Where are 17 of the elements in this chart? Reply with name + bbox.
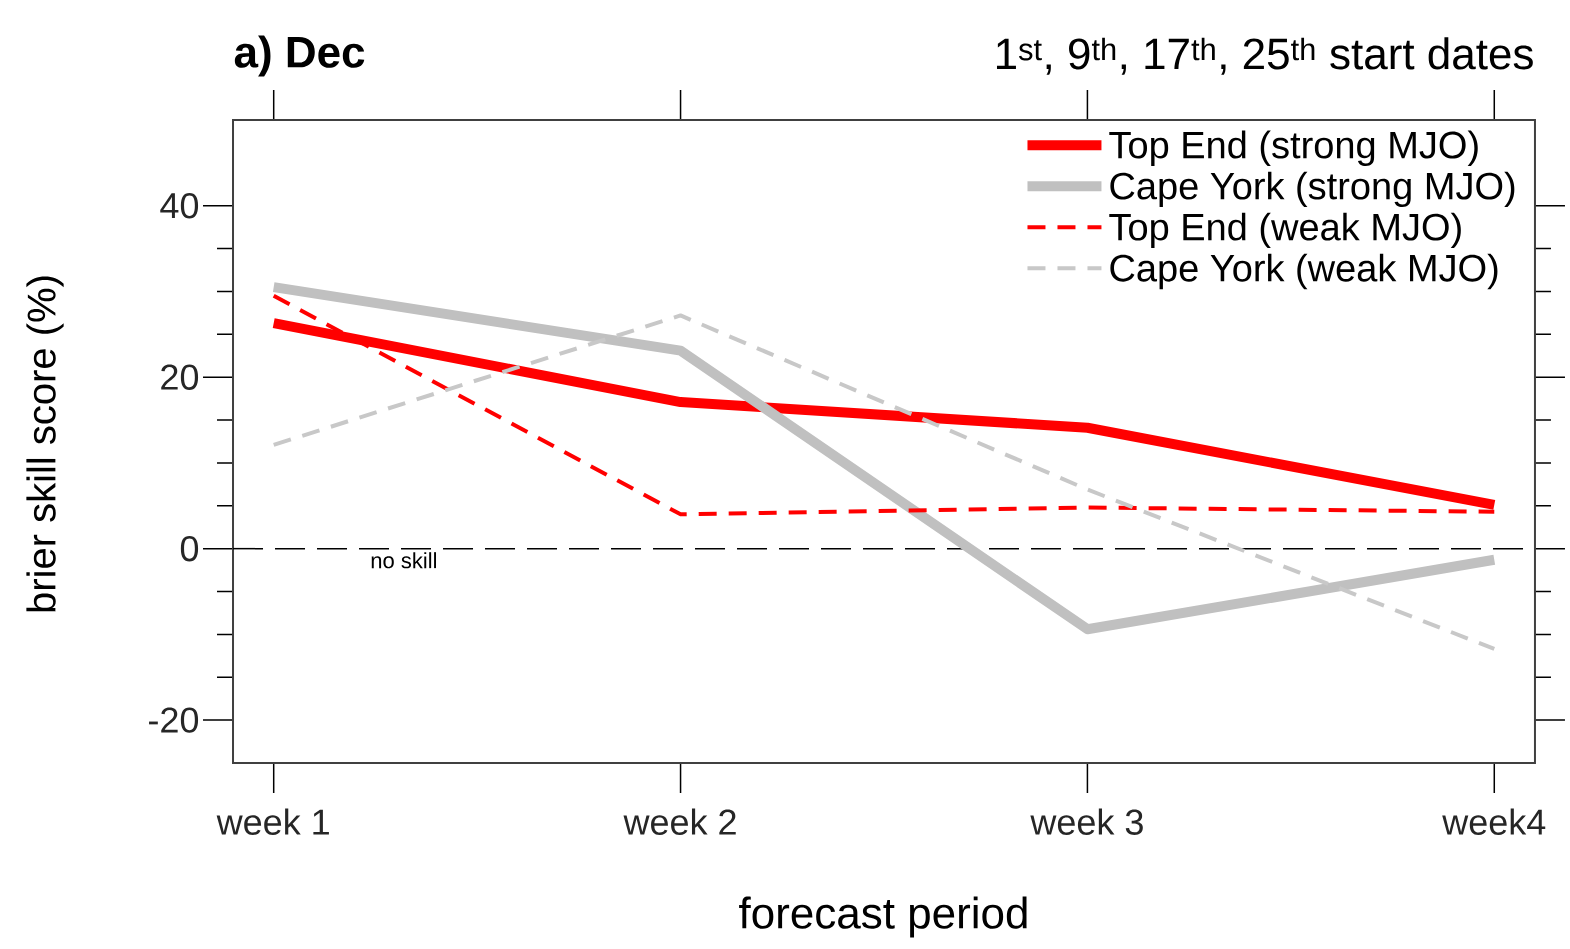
legend-label: Cape York (strong MJO) [1110, 171, 1515, 208]
legend-label: Cape York (weak MJO) [1110, 253, 1498, 290]
x-axis-title: forecast period [739, 896, 1027, 938]
x-tick-label: week 1 [216, 808, 329, 835]
ref-line-label: no skill [371, 552, 437, 569]
x-tick-label: week4 [1442, 808, 1546, 835]
legend-label: Top End (weak MJO) [1109, 212, 1461, 249]
y-tick-label: -20 [149, 707, 199, 733]
y-tick-label: 0 [180, 535, 199, 562]
y-tick-label: 40 [160, 192, 199, 219]
chart-title: a) Dec [234, 35, 365, 77]
text: 1$^{st}$, 9$^{th}$, 17$^{th}$, 25$^{th}$ start dates [996, 37, 1533, 75]
y-tick-label: 20 [161, 364, 199, 390]
y-axis-title: brier skill score (%) [26, 276, 64, 612]
x-tick-label: week 2 [623, 808, 736, 835]
x-tick-label: week 3 [1030, 808, 1143, 835]
legend-label: Top End (strong MJO) [1109, 130, 1478, 167]
